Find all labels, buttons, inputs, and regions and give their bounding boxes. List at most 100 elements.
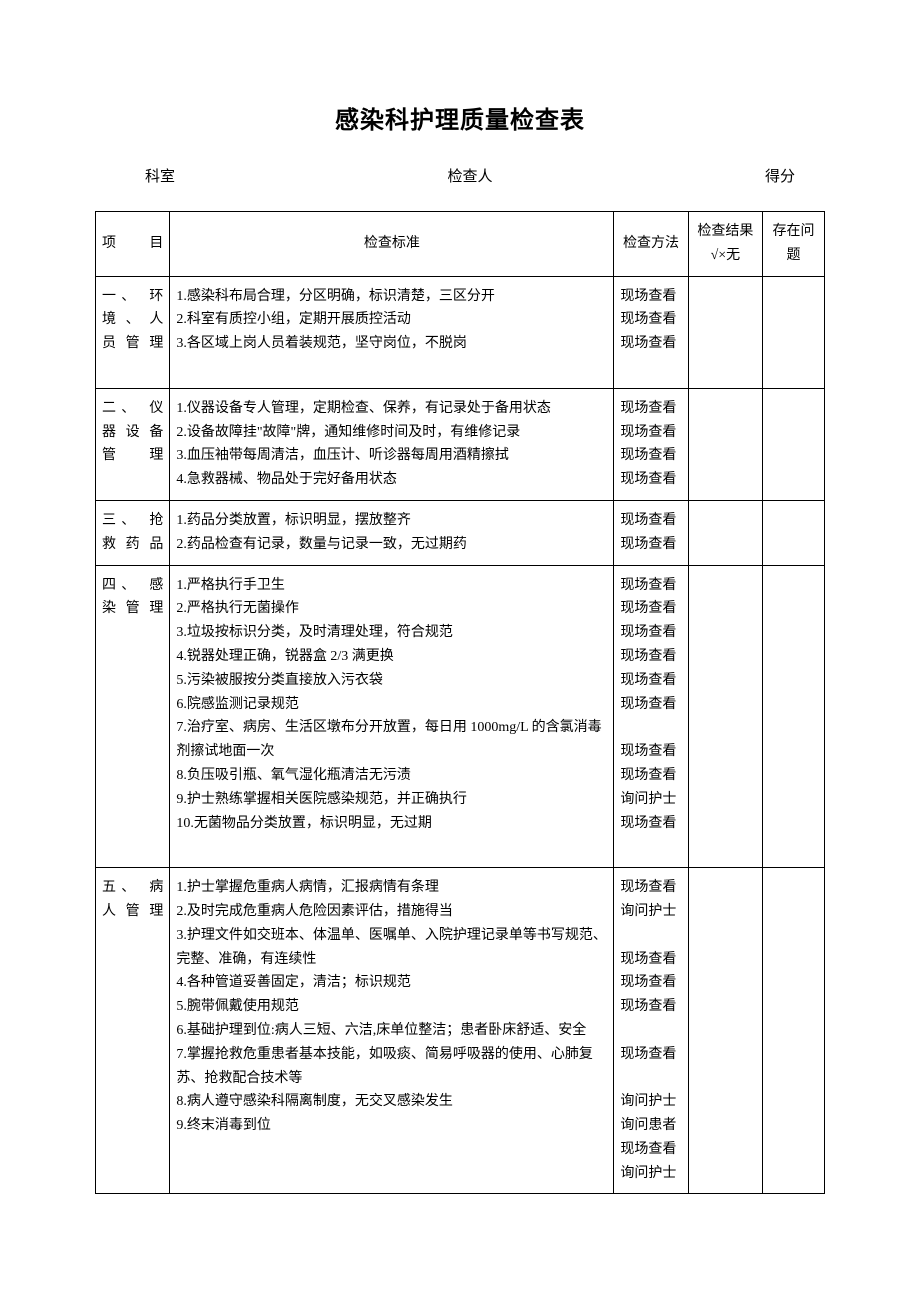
category-line: 四、 感	[102, 574, 163, 598]
category-line: 二、 仪	[102, 397, 163, 421]
score-label: 得分	[765, 165, 795, 186]
criteria-item: 2.严格执行无菌操作	[176, 597, 607, 621]
category-cell: 四、 感染 管 理	[96, 565, 170, 868]
method-item: 现场查看	[620, 948, 681, 972]
method-item: 现场查看	[620, 1043, 681, 1067]
result-cell	[688, 868, 762, 1194]
criteria-item: 3.血压袖带每周清洁，血压计、听诊器每周用酒精擦拭	[176, 444, 607, 468]
method-item: 现场查看	[620, 740, 681, 764]
criteria-cell: 1.感染科布局合理，分区明确，标识清楚，三区分开2.科室有质控小组，定期开展质控…	[170, 276, 614, 388]
method-item: 现场查看	[620, 597, 681, 621]
criteria-item: 1.护士掌握危重病人病情，汇报病情有条理	[176, 876, 607, 900]
method-item: 询问护士	[620, 1162, 681, 1186]
criteria-item: 2.设备故障挂"故障"牌，通知维修时间及时，有维修记录	[176, 421, 607, 445]
method-item	[620, 835, 681, 859]
category-cell: 二、 仪器 设 备管理	[96, 388, 170, 500]
category-cell: 三、 抢救 药 品	[96, 500, 170, 565]
method-cell: 现场查看现场查看现场查看	[614, 276, 688, 388]
criteria-item: 1.感染科布局合理，分区明确，标识清楚，三区分开	[176, 285, 607, 309]
method-cell: 现场查看现场查看	[614, 500, 688, 565]
criteria-item: 7.治疗室、病房、生活区墩布分开放置，每日用 1000mg/L 的含氯消毒剂擦试…	[176, 716, 607, 764]
criteria-cell: 1.护士掌握危重病人病情，汇报病情有条理2.及时完成危重病人危险因素评估，措施得…	[170, 868, 614, 1194]
category-cell: 五、 病人 管 理	[96, 868, 170, 1194]
header-fields: 科室 检查人 得分	[95, 165, 825, 186]
table-header-row: 项 目 检查标准 检查方法 检查结果√×无 存在问题	[96, 212, 825, 277]
issue-cell	[763, 500, 825, 565]
method-item: 现场查看	[620, 285, 681, 309]
criteria-item: 7.掌握抢救危重患者基本技能，如吸痰、简易呼吸器的使用、心肺复苏、抢救配合技术等	[176, 1043, 607, 1091]
result-cell	[688, 500, 762, 565]
criteria-cell: 1.严格执行手卫生2.严格执行无菌操作3.垃圾按标识分类，及时清理处理，符合规范…	[170, 565, 614, 868]
method-blank	[620, 1019, 681, 1043]
table-row: 三、 抢救 药 品1.药品分类放置，标识明显，摆放整齐2.药品检查有记录，数量与…	[96, 500, 825, 565]
method-blank	[620, 1067, 681, 1091]
criteria-item: 5.污染被服按分类直接放入污衣袋	[176, 669, 607, 693]
criteria-item: 5.腕带佩戴使用规范	[176, 995, 607, 1019]
criteria-item: 3.护理文件如交班本、体温单、医嘱单、入院护理记录单等书写规范、完整、准确，有连…	[176, 924, 607, 972]
method-item: 询问护士	[620, 900, 681, 924]
col-header-result: 检查结果√×无	[688, 212, 762, 277]
criteria-item: 9.护士熟练掌握相关医院感染规范，并正确执行	[176, 788, 607, 812]
method-blank	[620, 716, 681, 740]
issue-cell	[763, 868, 825, 1194]
result-cell	[688, 565, 762, 868]
category-line: 境 、 人	[102, 308, 163, 332]
method-item: 现场查看	[620, 421, 681, 445]
category-line: 管理	[102, 444, 163, 468]
method-item: 询问护士	[620, 1090, 681, 1114]
table-row: 四、 感染 管 理1.严格执行手卫生2.严格执行无菌操作3.垃圾按标识分类，及时…	[96, 565, 825, 868]
method-cell: 现场查看现场查看现场查看现场查看现场查看现场查看 现场查看现场查看询问护士现场查…	[614, 565, 688, 868]
criteria-item: 3.垃圾按标识分类，及时清理处理，符合规范	[176, 621, 607, 645]
criteria-item: 1.药品分类放置，标识明显，摆放整齐	[176, 509, 607, 533]
result-cell	[688, 276, 762, 388]
criteria-item: 10.无菌物品分类放置，标识明显，无过期	[176, 812, 607, 836]
category-line: 三、 抢	[102, 509, 163, 533]
criteria-item: 4.锐器处理正确，锐器盒 2/3 满更换	[176, 645, 607, 669]
method-cell: 现场查看现场查看现场查看现场查看	[614, 388, 688, 500]
method-item	[620, 356, 681, 380]
method-item: 询问护士	[620, 788, 681, 812]
method-item: 现场查看	[620, 812, 681, 836]
method-cell: 现场查看询问护士 现场查看现场查看现场查看 现场查看 询问护士询问患者现场查看询…	[614, 868, 688, 1194]
method-item: 现场查看	[620, 509, 681, 533]
criteria-item: 1.严格执行手卫生	[176, 574, 607, 598]
method-item: 现场查看	[620, 995, 681, 1019]
method-item: 现场查看	[620, 308, 681, 332]
criteria-item: 4.各种管道妥善固定，清洁；标识规范	[176, 971, 607, 995]
criteria-item	[176, 835, 607, 859]
method-item: 现场查看	[620, 444, 681, 468]
col-header-issue: 存在问题	[763, 212, 825, 277]
category-line: 器 设 备	[102, 421, 163, 445]
result-cell	[688, 388, 762, 500]
category-line: 员 管 理	[102, 332, 163, 356]
criteria-item: 3.各区域上岗人员着装规范，坚守岗位，不脱岗	[176, 332, 607, 356]
criteria-item: 6.基础护理到位:病人三短、六洁,床单位整洁；患者卧床舒适、安全	[176, 1019, 607, 1043]
issue-cell	[763, 276, 825, 388]
category-line: 五、 病	[102, 876, 163, 900]
inspection-table: 项 目 检查标准 检查方法 检查结果√×无 存在问题 一、 环境 、 人员 管 …	[95, 211, 825, 1194]
method-item: 现场查看	[620, 876, 681, 900]
criteria-item: 8.负压吸引瓶、氧气湿化瓶清洁无污渍	[176, 764, 607, 788]
criteria-cell: 1.药品分类放置，标识明显，摆放整齐2.药品检查有记录，数量与记录一致，无过期药	[170, 500, 614, 565]
criteria-item	[176, 356, 607, 380]
method-item: 现场查看	[620, 332, 681, 356]
document-title: 感染科护理质量检查表	[95, 100, 825, 135]
method-item: 现场查看	[620, 397, 681, 421]
table-row: 五、 病人 管 理1.护士掌握危重病人病情，汇报病情有条理2.及时完成危重病人危…	[96, 868, 825, 1194]
method-item: 现场查看	[620, 971, 681, 995]
category-line: 染 管 理	[102, 597, 163, 621]
criteria-item: 6.院感监测记录规范	[176, 693, 607, 717]
method-item: 现场查看	[620, 669, 681, 693]
method-item: 现场查看	[620, 645, 681, 669]
criteria-cell: 1.仪器设备专人管理，定期检查、保养，有记录处于备用状态2.设备故障挂"故障"牌…	[170, 388, 614, 500]
criteria-item: 9.终末消毒到位	[176, 1114, 607, 1138]
criteria-item: 4.急救器械、物品处于完好备用状态	[176, 468, 607, 492]
table-row: 二、 仪器 设 备管理1.仪器设备专人管理，定期检查、保养，有记录处于备用状态2…	[96, 388, 825, 500]
category-cell: 一、 环境 、 人员 管 理	[96, 276, 170, 388]
criteria-item: 8.病人遵守感染科隔离制度，无交叉感染发生	[176, 1090, 607, 1114]
category-line: 救 药 品	[102, 533, 163, 557]
criteria-item: 2.及时完成危重病人危险因素评估，措施得当	[176, 900, 607, 924]
criteria-item: 2.药品检查有记录，数量与记录一致，无过期药	[176, 533, 607, 557]
inspector-label: 检查人	[447, 165, 492, 186]
method-item: 现场查看	[620, 764, 681, 788]
